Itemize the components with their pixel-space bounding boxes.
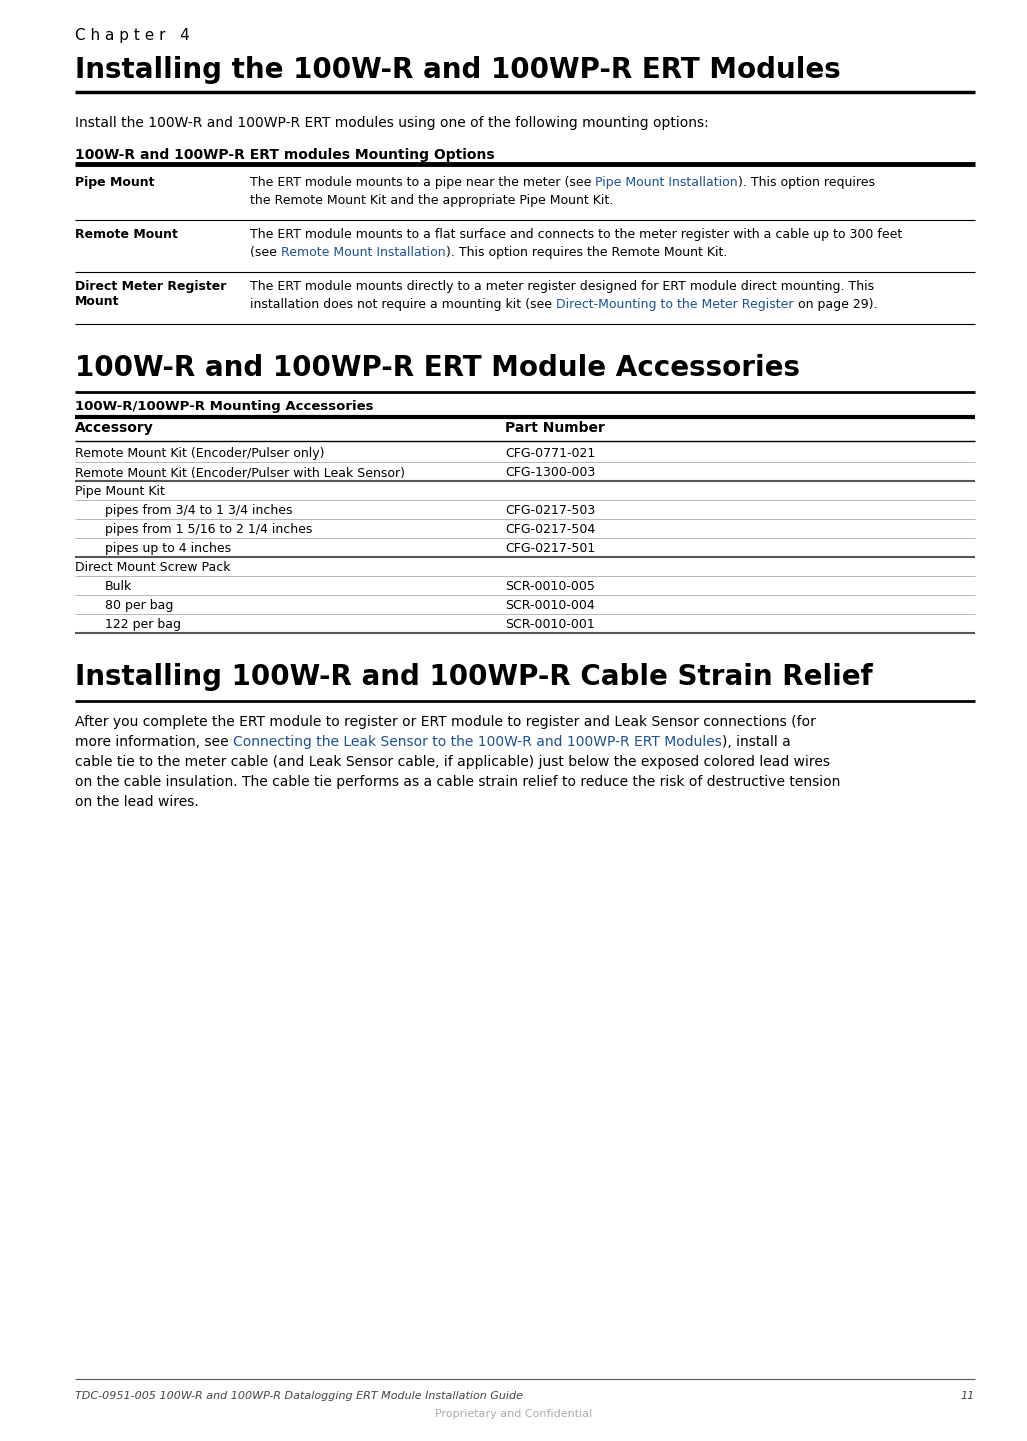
Text: CFG-0217-504: CFG-0217-504 [505, 523, 596, 536]
Text: Proprietary and Confidential: Proprietary and Confidential [434, 1409, 593, 1419]
Text: ), install a: ), install a [722, 735, 791, 749]
Text: pipes from 3/4 to 1 3/4 inches: pipes from 3/4 to 1 3/4 inches [105, 504, 293, 517]
Text: Install the 100W-R and 100WP-R ERT modules using one of the following mounting o: Install the 100W-R and 100WP-R ERT modul… [75, 115, 709, 130]
Text: 100W-R/100WP-R Mounting Accessories: 100W-R/100WP-R Mounting Accessories [75, 401, 374, 414]
Text: TDC-0951-005 100W-R and 100WP-R Datalogging ERT Module Installation Guide: TDC-0951-005 100W-R and 100WP-R Datalogg… [75, 1391, 523, 1401]
Text: SCR-0010-001: SCR-0010-001 [505, 618, 595, 631]
Text: Remote Mount: Remote Mount [75, 228, 178, 241]
Text: on the lead wires.: on the lead wires. [75, 795, 199, 808]
Text: more information, see: more information, see [75, 735, 233, 749]
Text: Part Number: Part Number [505, 421, 605, 435]
Text: installation does not require a mounting kit (see: installation does not require a mounting… [250, 298, 556, 311]
Text: (see: (see [250, 246, 280, 259]
Text: SCR-0010-005: SCR-0010-005 [505, 579, 595, 594]
Text: 100W-R and 100WP-R ERT modules Mounting Options: 100W-R and 100WP-R ERT modules Mounting … [75, 148, 495, 161]
Text: Accessory: Accessory [75, 421, 154, 435]
Text: The ERT module mounts to a pipe near the meter (see: The ERT module mounts to a pipe near the… [250, 176, 596, 189]
Text: Installing 100W-R and 100WP-R Cable Strain Relief: Installing 100W-R and 100WP-R Cable Stra… [75, 663, 873, 692]
Text: the Remote Mount Kit and the appropriate Pipe Mount Kit.: the Remote Mount Kit and the appropriate… [250, 195, 613, 208]
Text: After you complete the ERT module to register or ERT module to register and Leak: After you complete the ERT module to reg… [75, 715, 815, 729]
Text: Remote Mount Installation: Remote Mount Installation [280, 246, 446, 259]
Text: Pipe Mount Kit: Pipe Mount Kit [75, 486, 165, 499]
Text: Direct-Mounting to the Meter Register: Direct-Mounting to the Meter Register [556, 298, 794, 311]
Text: CFG-0217-503: CFG-0217-503 [505, 504, 596, 517]
Text: CFG-0771-021: CFG-0771-021 [505, 447, 596, 460]
Text: cable tie to the meter cable (and Leak Sensor cable, if applicable) just below t: cable tie to the meter cable (and Leak S… [75, 755, 830, 769]
Text: Connecting the Leak Sensor to the 100W-R and 100WP-R ERT Modules: Connecting the Leak Sensor to the 100W-R… [233, 735, 722, 749]
Text: pipes up to 4 inches: pipes up to 4 inches [105, 542, 231, 555]
Text: Installing the 100W-R and 100WP-R ERT Modules: Installing the 100W-R and 100WP-R ERT Mo… [75, 56, 841, 84]
Text: SCR-0010-004: SCR-0010-004 [505, 599, 595, 612]
Text: Direct Mount Screw Pack: Direct Mount Screw Pack [75, 561, 230, 574]
Text: pipes from 1 5/16 to 2 1/4 inches: pipes from 1 5/16 to 2 1/4 inches [105, 523, 312, 536]
Text: CFG-1300-003: CFG-1300-003 [505, 465, 596, 478]
Text: Remote Mount Kit (Encoder/Pulser only): Remote Mount Kit (Encoder/Pulser only) [75, 447, 325, 460]
Text: Bulk: Bulk [105, 579, 132, 594]
Text: Remote Mount Kit (Encoder/Pulser with Leak Sensor): Remote Mount Kit (Encoder/Pulser with Le… [75, 465, 405, 478]
Text: 122 per bag: 122 per bag [105, 618, 181, 631]
Text: Direct Meter Register
Mount: Direct Meter Register Mount [75, 280, 226, 308]
Text: 11: 11 [960, 1391, 975, 1401]
Text: Pipe Mount Installation: Pipe Mount Installation [596, 176, 738, 189]
Text: The ERT module mounts to a flat surface and connects to the meter register with : The ERT module mounts to a flat surface … [250, 228, 903, 241]
Text: ). This option requires the Remote Mount Kit.: ). This option requires the Remote Mount… [446, 246, 727, 259]
Text: 100W-R and 100WP-R ERT Module Accessories: 100W-R and 100WP-R ERT Module Accessorie… [75, 354, 800, 382]
Text: CFG-0217-501: CFG-0217-501 [505, 542, 596, 555]
Text: ). This option requires: ). This option requires [738, 176, 875, 189]
Text: C h a p t e r   4: C h a p t e r 4 [75, 27, 190, 43]
Text: on the cable insulation. The cable tie performs as a cable strain relief to redu: on the cable insulation. The cable tie p… [75, 775, 840, 790]
Text: 80 per bag: 80 per bag [105, 599, 174, 612]
Text: on page 29).: on page 29). [794, 298, 877, 311]
Text: The ERT module mounts directly to a meter register designed for ERT module direc: The ERT module mounts directly to a mete… [250, 280, 874, 293]
Text: Pipe Mount: Pipe Mount [75, 176, 154, 189]
